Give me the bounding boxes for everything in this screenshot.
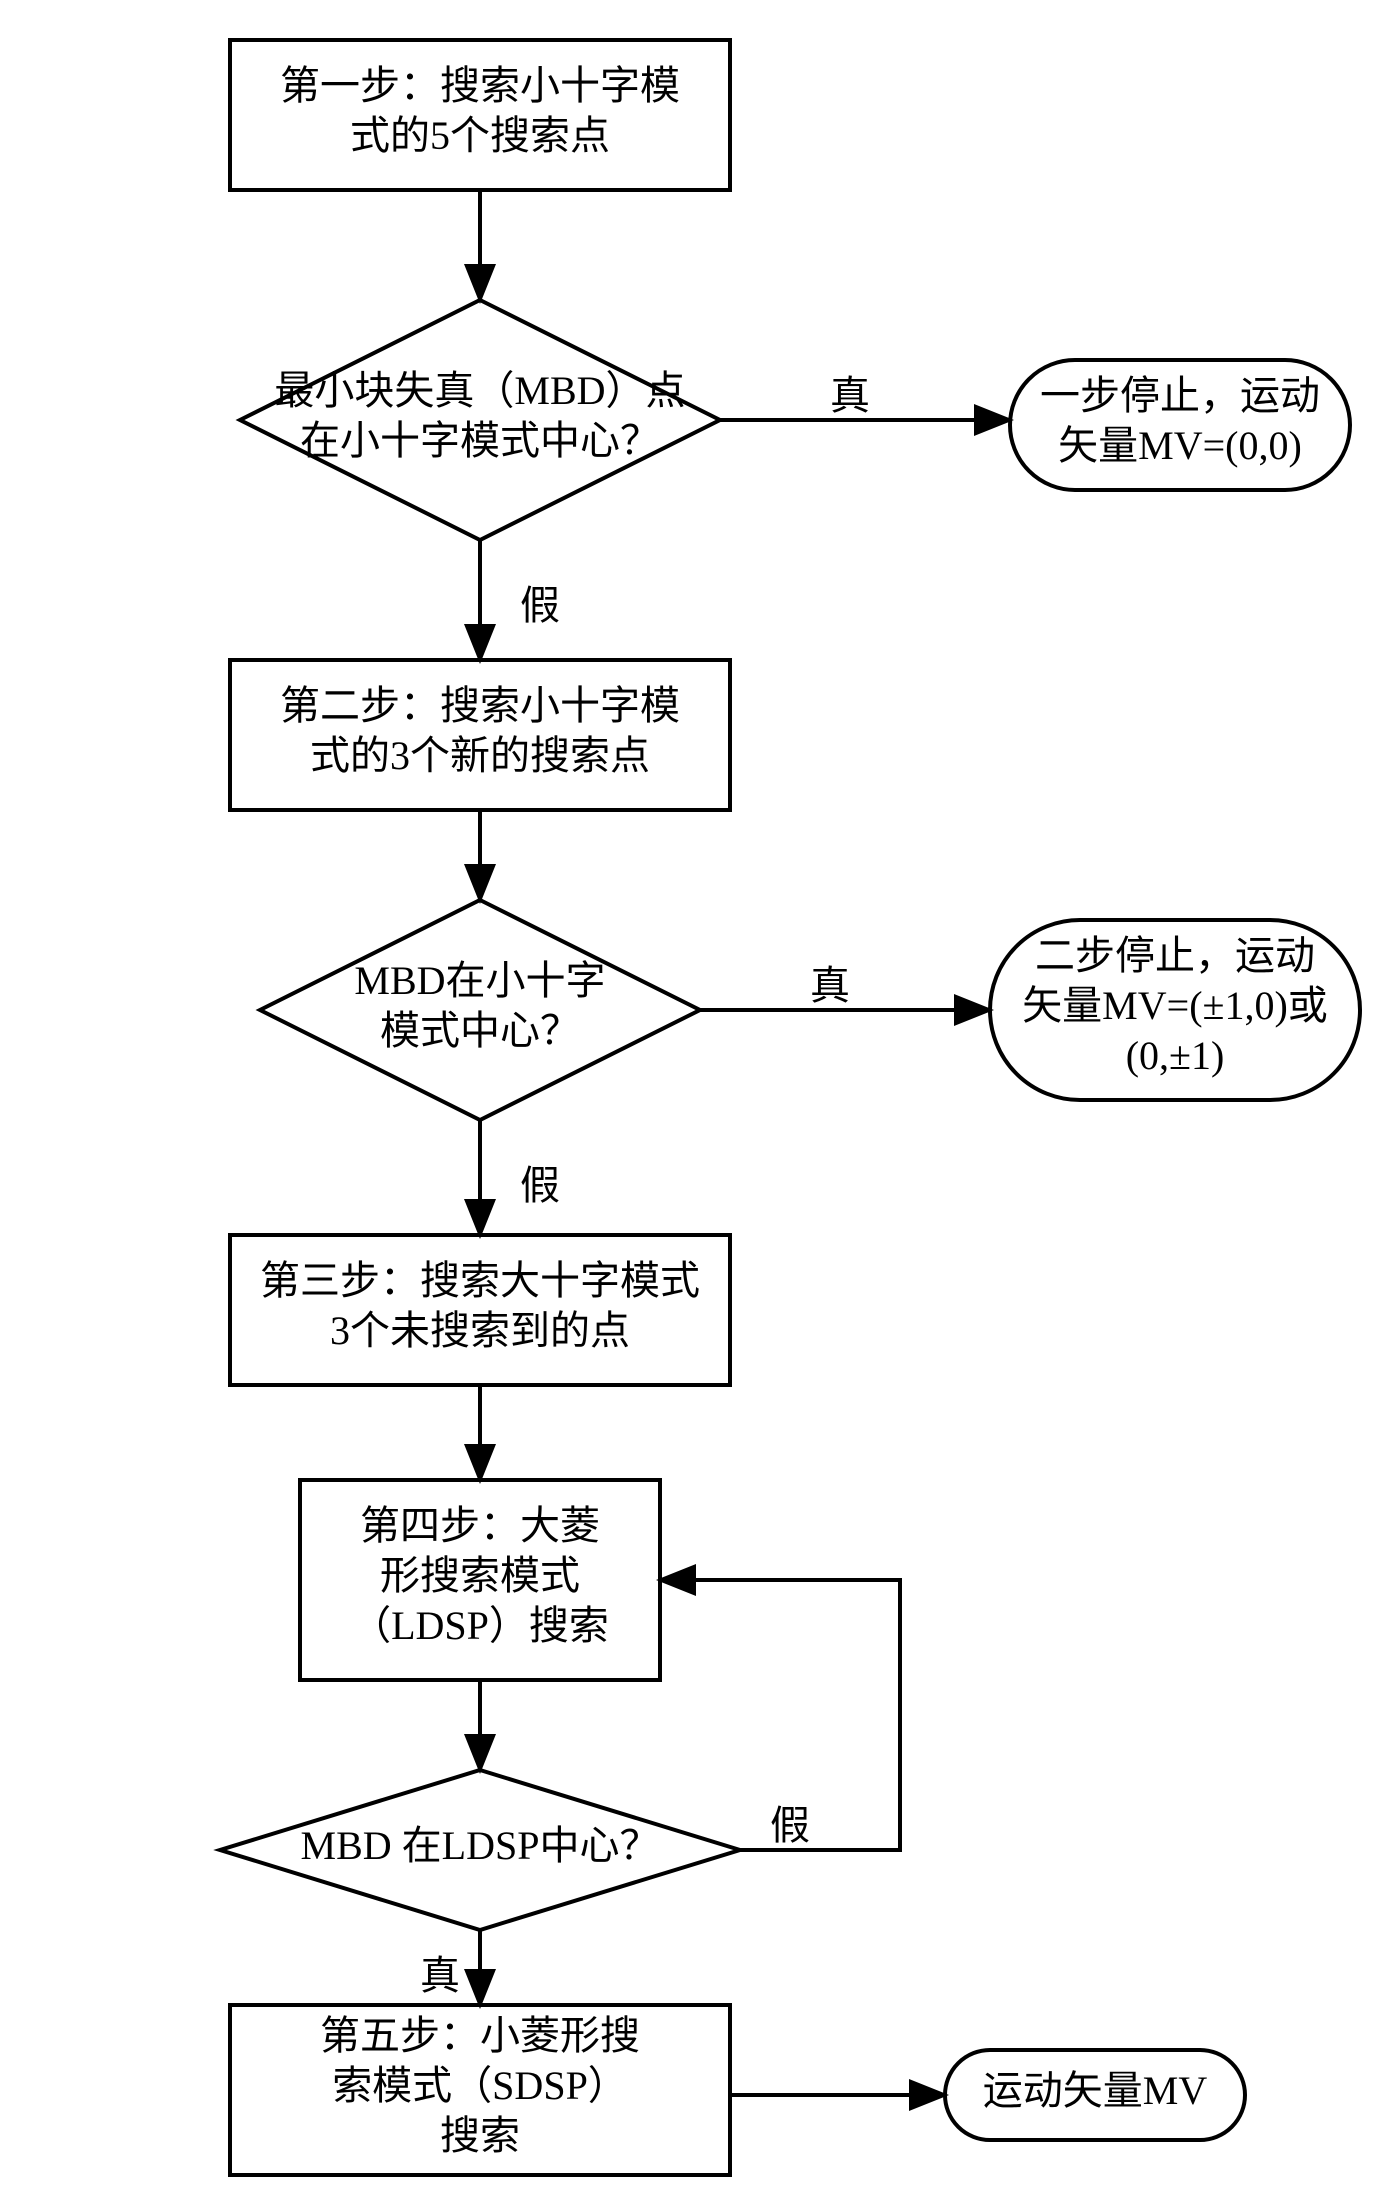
svg-text:矢量MV=(±1,0)或: 矢量MV=(±1,0)或: [1022, 983, 1328, 1028]
node-step3: 第三步：搜索大十字模式 3个未搜索到的点: [230, 1235, 730, 1385]
svg-text:(0,±1): (0,±1): [1126, 1033, 1225, 1078]
edge-1: 真: [720, 373, 1010, 420]
node-d3: MBD 在LDSP中心？: [220, 1770, 740, 1930]
node-step2: 第二步：搜索小十字模式的3个新的搜索点: [230, 660, 730, 810]
node-d2: MBD在小十字模式中心？: [260, 900, 700, 1120]
svg-text:MBD 在LDSP中心？: MBD 在LDSP中心？: [301, 1823, 660, 1868]
edge-4: 真: [700, 963, 990, 1010]
svg-text:式的5个搜索点: 式的5个搜索点: [350, 113, 610, 158]
node-t3: 运动矢量MV: [945, 2050, 1245, 2140]
svg-text:在小十字模式中心？: 在小十字模式中心？: [300, 418, 660, 463]
svg-text:（LDSP）搜索: （LDSP）搜索: [351, 1603, 609, 1648]
svg-text:模式中心？: 模式中心？: [380, 1008, 580, 1053]
svg-text:第三步：搜索大十字模式: 第三步：搜索大十字模式: [260, 1258, 700, 1303]
node-step5: 第五步：小菱形搜索模式（SDSP） 搜索: [230, 2005, 730, 2175]
svg-text:索模式（SDSP）: 索模式（SDSP）: [332, 2063, 628, 2108]
edge-5: 假: [480, 1120, 560, 1235]
edge-9: 真: [420, 1930, 480, 2005]
svg-text:真: 真: [810, 963, 850, 1008]
edge-8: 假: [660, 1580, 900, 1850]
node-step1: 第一步：搜索小十字模式的5个搜索点: [230, 40, 730, 190]
svg-text:二步停止，运动: 二步停止，运动: [1035, 933, 1315, 978]
svg-text:形搜索模式: 形搜索模式: [380, 1553, 580, 1598]
svg-text:MBD在小十字: MBD在小十字: [354, 958, 605, 1003]
flowchart-svg: 第一步：搜索小十字模式的5个搜索点最小块失真（MBD）点在小十字模式中心？ 一步停…: [0, 0, 1374, 2211]
svg-text:3个未搜索到的点: 3个未搜索到的点: [330, 1308, 630, 1353]
node-d1: 最小块失真（MBD）点在小十字模式中心？: [240, 300, 720, 540]
svg-text:真: 真: [830, 373, 870, 418]
svg-text:假: 假: [520, 583, 560, 628]
edge-2: 假: [480, 540, 560, 660]
svg-text:假: 假: [520, 1163, 560, 1208]
svg-text:一步停止，运动: 一步停止，运动: [1040, 373, 1320, 418]
svg-text:第一步：搜索小十字模: 第一步：搜索小十字模: [280, 63, 680, 108]
svg-text:第四步：大菱: 第四步：大菱: [360, 1503, 600, 1548]
svg-text:式的3个新的搜索点: 式的3个新的搜索点: [310, 733, 650, 778]
node-t1: 一步停止，运动矢量MV=(0,0): [1010, 360, 1350, 490]
svg-text:最小块失真（MBD）点: 最小块失真（MBD）点: [274, 368, 685, 413]
svg-text:真: 真: [420, 1953, 460, 1998]
svg-text:矢量MV=(0,0): 矢量MV=(0,0): [1058, 423, 1302, 468]
svg-text:搜索: 搜索: [440, 2113, 520, 2158]
node-step4: 第四步：大菱形搜索模式 （LDSP）搜索: [300, 1480, 660, 1680]
node-t2: 二步停止，运动矢量MV=(±1,0)或 (0,±1): [990, 920, 1360, 1100]
svg-text:第二步：搜索小十字模: 第二步：搜索小十字模: [280, 683, 680, 728]
svg-text:运动矢量MV: 运动矢量MV: [983, 2068, 1208, 2113]
svg-text:假: 假: [770, 1803, 810, 1848]
svg-text:第五步：小菱形搜: 第五步：小菱形搜: [320, 2013, 640, 2058]
